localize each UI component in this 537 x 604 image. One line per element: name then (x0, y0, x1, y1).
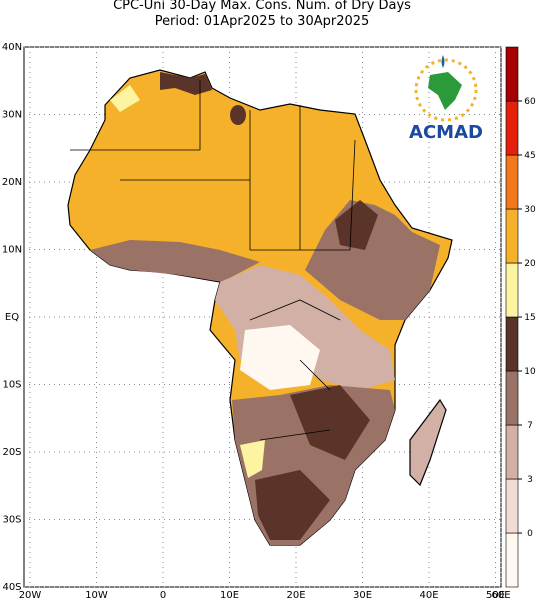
lat-label: 30N (2, 110, 22, 121)
colorbar-segment (505, 262, 519, 318)
colorbar: 0 3 7 10 15 20 30 45 60 (505, 46, 536, 588)
colorbar-segment (505, 154, 519, 210)
lat-label: 10S (2, 380, 21, 391)
colorbar-label: 60 (524, 97, 536, 107)
lon-label: 20W (19, 590, 42, 600)
colorbar-label: 0 (527, 529, 533, 539)
colorbar-label: 15 (524, 313, 535, 323)
logo-text: ACMAD (409, 122, 483, 143)
lon-label: 0 (160, 590, 166, 600)
colorbar-label: 3 (527, 475, 533, 485)
colorbar-label: 45 (524, 151, 535, 161)
lon-label: 50E (486, 590, 505, 600)
colorbar-segment (505, 46, 519, 102)
colorbar-segment (505, 208, 519, 264)
colorbar-segment (505, 424, 519, 480)
colorbar-label: 10 (524, 367, 536, 377)
logo: ACMAD (409, 55, 483, 143)
lat-label: 30S (2, 515, 21, 526)
lon-label: 40E (419, 590, 438, 600)
colorbar-segment (505, 100, 519, 156)
lat-label: 20N (2, 177, 22, 188)
lon-label: 30E (353, 590, 372, 600)
colorbar-segment (505, 370, 519, 426)
africa (67, 69, 453, 546)
colorbar-segment (505, 478, 519, 534)
lon-label: 10W (85, 590, 108, 600)
lon-label: 20E (286, 590, 305, 600)
lat-label: 40N (2, 42, 22, 53)
subtitle: Period: 01Apr2025 to 30Apr2025 (155, 14, 370, 29)
colorbar-segment (505, 532, 519, 588)
lat-label: 10N (2, 245, 22, 256)
colorbar-label: 20 (524, 259, 536, 269)
colorbar-label: 30 (524, 205, 536, 215)
colorbar-label: 7 (527, 421, 533, 431)
colorbar-segment (505, 316, 519, 372)
lat-label: 40S (2, 582, 21, 593)
lat-label: EQ (5, 312, 19, 323)
lat-label: 20S (2, 447, 21, 458)
lon-label: 10E (220, 590, 239, 600)
title: CPC-Uni 30-Day Max. Cons. Num. of Dry Da… (113, 0, 411, 13)
lon-label: 60E (491, 590, 510, 600)
